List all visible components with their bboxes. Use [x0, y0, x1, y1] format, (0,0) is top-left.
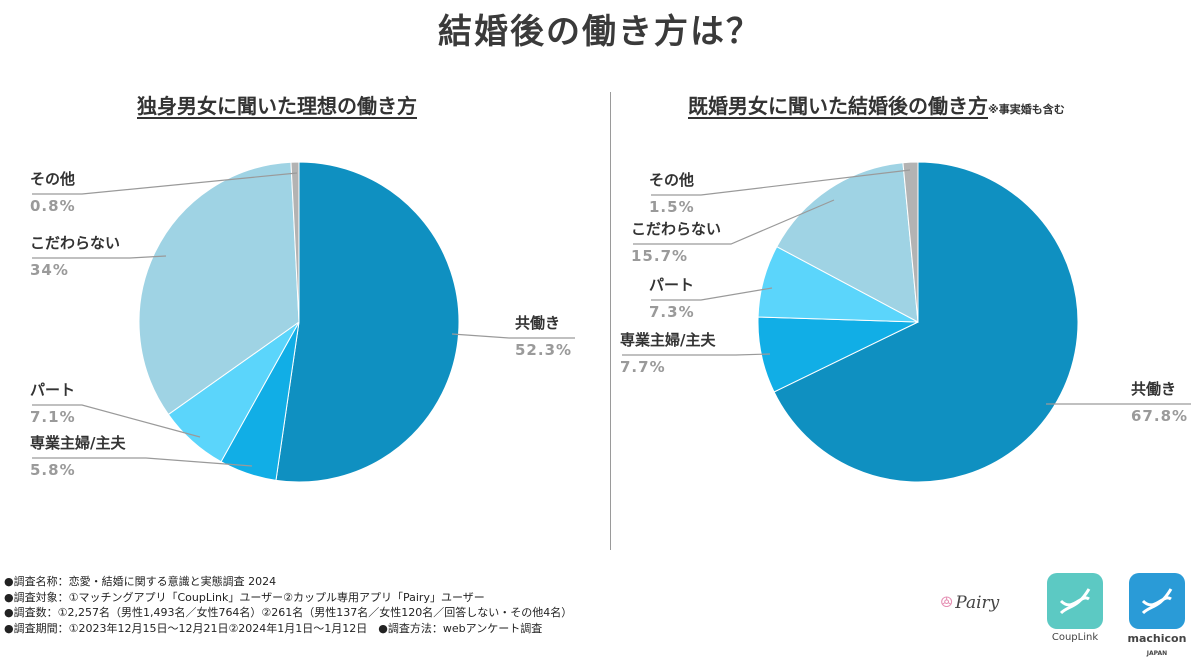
leader-line	[451, 333, 575, 339]
slice-value-label: 7.1%	[30, 408, 76, 426]
slice-label: 専業主婦/主夫	[30, 434, 126, 452]
pie-slice-共働き	[773, 161, 1079, 483]
leader-line	[32, 172, 298, 195]
slice-label: 専業主婦/主夫	[620, 331, 716, 349]
leader-line	[32, 255, 167, 259]
footnote-line: ●調査対象：①マッチングアプリ「CoupLink」ユーザー②カップル専用アプリ「…	[4, 590, 485, 604]
slice-value-label: 52.3%	[515, 341, 572, 359]
chart2-title: 既婚男女に聞いた結婚後の働き方※事実婚も含む	[688, 94, 1065, 118]
couplink-logo	[1047, 573, 1103, 629]
center-divider	[610, 92, 611, 550]
footnote-line: ●調査数：①2,257名（男性1,493名／女性764名）②261名（男性137…	[4, 606, 573, 619]
slice-value-label: 7.7%	[620, 358, 666, 376]
slice-label: パート	[649, 276, 694, 294]
footnote-line: ●調査名称：恋愛・結婚に関する意識と実態調査 2024	[4, 575, 277, 588]
couplink-label: CoupLink	[1051, 632, 1099, 643]
machicon-label: machicon JAPAN	[1127, 632, 1187, 657]
slice-label: その他	[649, 171, 694, 189]
slice-label: パート	[30, 381, 75, 399]
pie-slice-その他	[290, 161, 300, 323]
dna-icon	[1129, 573, 1185, 629]
slice-label: こだわらない	[631, 220, 721, 238]
slice-value-label: 34%	[30, 261, 69, 279]
slice-value-label: 5.8%	[30, 461, 76, 479]
footnote-line: ●調査期間：①2023年12月15日～12月21日②2024年1月1日～1月12…	[4, 621, 543, 635]
pie-slice-こだわらない	[138, 161, 300, 416]
slice-value-label: 1.5%	[649, 198, 695, 216]
leader-line	[32, 404, 201, 438]
leader-line	[651, 287, 773, 301]
dna-icon	[1047, 573, 1103, 629]
leader-line	[633, 199, 835, 245]
pie-slice-その他	[902, 161, 919, 323]
slice-value-label: 15.7%	[631, 247, 688, 265]
pairy-mark-icon: ꔮ	[940, 593, 954, 613]
slice-label: 共働き	[515, 314, 560, 332]
chart2-note: ※事実婚も含む	[988, 103, 1065, 116]
slice-value-label: 67.8%	[1131, 407, 1188, 425]
slice-label: 共働き	[1131, 380, 1176, 398]
slice-label: こだわらない	[30, 234, 120, 252]
slice-value-label: 0.8%	[30, 197, 76, 215]
pie-slice-こだわらない	[776, 162, 919, 323]
leader-line	[622, 353, 771, 356]
page-title: 結婚後の働き方は？	[438, 12, 762, 52]
slice-label: その他	[30, 170, 75, 188]
leader-line	[32, 457, 253, 467]
pie-slice-共働き	[275, 161, 460, 483]
pairy-logo: ꔮ Pairy	[940, 593, 1000, 613]
leader-line	[651, 169, 911, 196]
survey-footnotes: ●調査名称：恋愛・結婚に関する意識と実態調査 2024 ●調査対象：①マッチング…	[4, 574, 572, 636]
machicon-logo	[1129, 573, 1185, 629]
chart1-title: 独身男女に聞いた理想の働き方	[137, 94, 417, 118]
slice-value-label: 7.3%	[649, 303, 695, 321]
